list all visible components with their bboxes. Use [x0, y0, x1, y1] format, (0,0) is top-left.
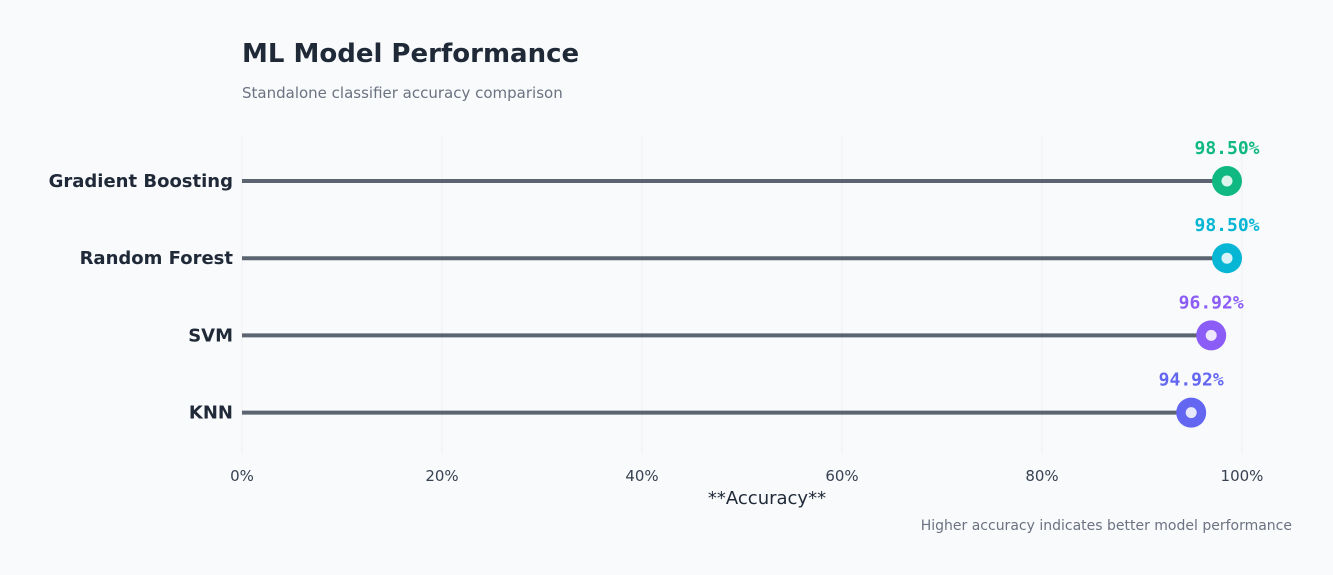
- lollipop-dot-center: [1221, 175, 1233, 187]
- lollipop-dot-center: [1221, 252, 1233, 264]
- gridlines: [241, 136, 1243, 454]
- x-tick-label: 80%: [1025, 467, 1058, 485]
- stems: [242, 179, 1227, 415]
- category-label: Gradient Boosting: [49, 171, 233, 192]
- category-label: SVM: [188, 325, 233, 346]
- dots: [1176, 166, 1242, 428]
- value-label: 98.50%: [1194, 215, 1259, 236]
- category-label: KNN: [189, 403, 233, 424]
- x-tick-label: 60%: [825, 467, 858, 485]
- value-label: 98.50%: [1194, 138, 1259, 159]
- x-axis-ticks: 0% 20% 40% 60% 80% 100%: [230, 467, 1263, 485]
- value-label: 94.92%: [1159, 370, 1224, 391]
- labels: Gradient Boosting 98.50% Random Forest 98.5…: [49, 138, 1260, 424]
- category-label: Random Forest: [80, 248, 234, 269]
- x-tick-label: 100%: [1221, 467, 1264, 485]
- lollipop-dot-center: [1185, 407, 1197, 419]
- chart-subtitle: Standalone classifier accuracy compariso…: [242, 84, 563, 102]
- chart-footnote: Higher accuracy indicates better model p…: [921, 518, 1292, 534]
- x-tick-label: 40%: [625, 467, 658, 485]
- x-tick-label: 20%: [425, 467, 458, 485]
- value-label: 96.92%: [1179, 292, 1244, 313]
- chart-title: ML Model Performance: [242, 39, 579, 69]
- x-axis-title: **Accuracy**: [708, 488, 826, 509]
- lollipop-dot-center: [1205, 329, 1217, 341]
- x-tick-label: 0%: [230, 467, 254, 485]
